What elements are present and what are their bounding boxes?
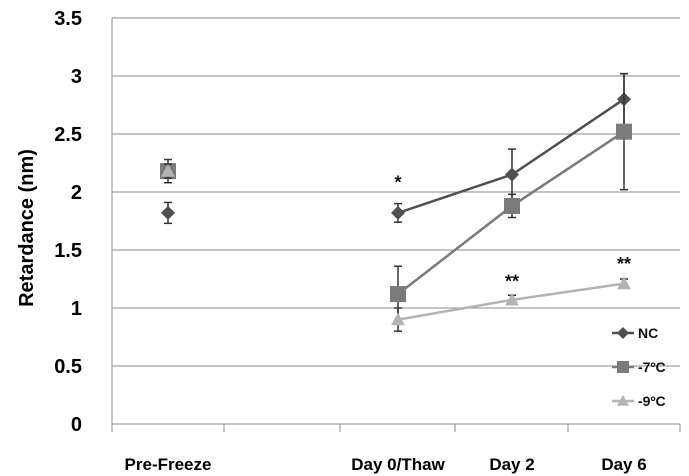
legend-entry: -9ºC bbox=[612, 393, 666, 409]
legend-marker bbox=[617, 361, 629, 373]
data-point bbox=[391, 312, 405, 326]
x-tick-labels: Pre-Freeze Day 0/Thaw Day 2 Day 6 bbox=[125, 455, 647, 474]
data-point bbox=[616, 123, 632, 140]
legend-marker bbox=[617, 327, 629, 339]
data-point bbox=[504, 197, 520, 214]
series-line bbox=[397, 98, 625, 215]
y-tick-labels: 0 0.5 1 1.5 2 2.5 3 3.5 bbox=[54, 8, 82, 436]
axes bbox=[111, 18, 681, 432]
legend: NC -7ºC -9ºC bbox=[612, 325, 666, 409]
x-tick-label: Day 2 bbox=[489, 455, 534, 474]
data-point bbox=[617, 276, 631, 290]
x-tick-label: Day 6 bbox=[601, 455, 646, 474]
data-point bbox=[161, 164, 175, 177]
data-point bbox=[391, 205, 405, 220]
y-tick-label: 1 bbox=[71, 298, 82, 320]
x-tick-label: Day 0/Thaw bbox=[351, 455, 445, 474]
significance-annotations: ***** bbox=[394, 173, 631, 292]
y-tick-label: 0 bbox=[71, 414, 82, 436]
legend-label: NC bbox=[638, 325, 658, 341]
data-point bbox=[161, 205, 175, 220]
y-tick-label: 1.5 bbox=[54, 240, 82, 262]
series-NC bbox=[161, 72, 631, 225]
significance-marker: ** bbox=[505, 271, 519, 291]
gridlines bbox=[112, 17, 680, 367]
significance-marker: ** bbox=[617, 254, 631, 274]
y-tick-label: 2.5 bbox=[54, 124, 82, 146]
legend-label: -7ºC bbox=[638, 359, 666, 375]
y-tick-label: 0.5 bbox=[54, 356, 82, 378]
series-7C bbox=[160, 72, 632, 323]
significance-marker: * bbox=[394, 173, 401, 193]
y-tick-label: 2 bbox=[71, 182, 82, 204]
data-point bbox=[390, 286, 406, 303]
y-axis-label: Retardance (nm) bbox=[16, 149, 38, 307]
y-tick-label: 3 bbox=[71, 66, 82, 88]
data-point bbox=[505, 292, 519, 306]
series-9C bbox=[161, 163, 631, 332]
x-tick-label: Pre-Freeze bbox=[125, 455, 212, 474]
legend-marker bbox=[617, 395, 629, 406]
legend-entry: -7ºC bbox=[612, 359, 666, 375]
series bbox=[160, 72, 632, 332]
y-tick-label: 3.5 bbox=[54, 8, 82, 30]
data-point bbox=[505, 167, 519, 182]
legend-label: -9ºC bbox=[638, 393, 666, 409]
legend-entry: NC bbox=[612, 325, 658, 341]
